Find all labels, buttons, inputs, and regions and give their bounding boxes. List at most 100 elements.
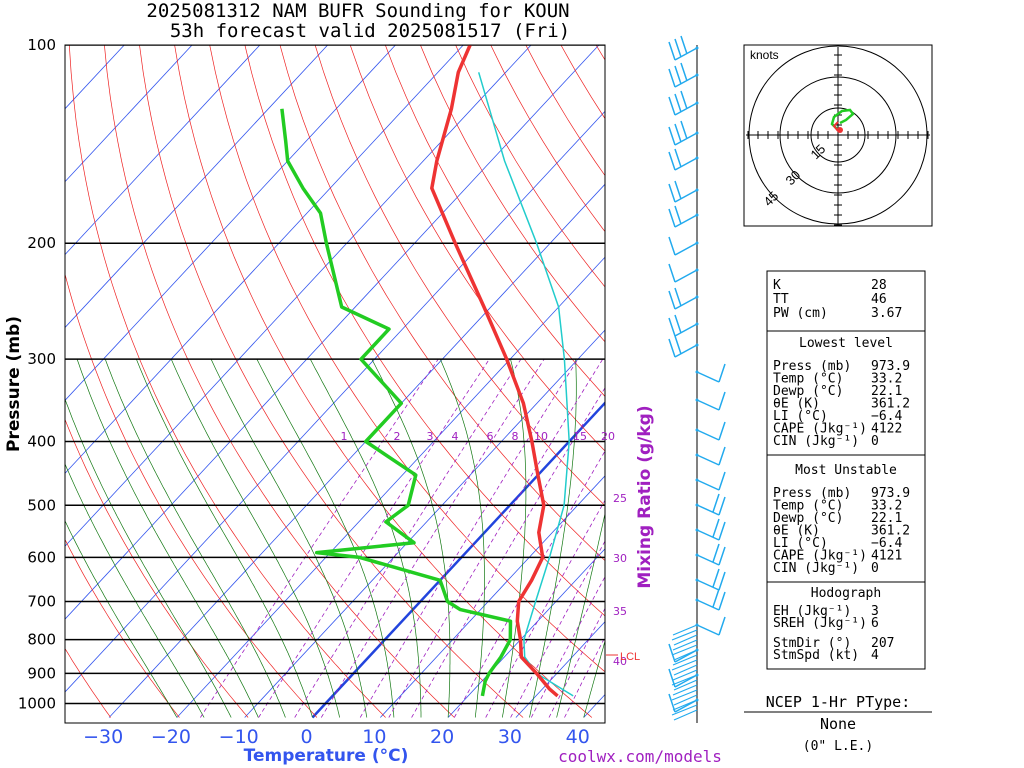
- parcel-path: [477, 72, 574, 697]
- wind-barb-low: [672, 624, 698, 636]
- mixing-ratio-line: [200, 358, 439, 718]
- moist-adiabat: [371, 359, 451, 718]
- unstable-label: Press (mb): [773, 486, 851, 501]
- dry-adiabat: [384, 45, 605, 397]
- wind-barb-low: [673, 649, 698, 661]
- moist-adiabat: [65, 463, 205, 718]
- lowest-value: −6.4: [871, 409, 902, 424]
- dry-adiabat: [68, 45, 386, 718]
- temperature-profile: [430, 45, 559, 698]
- isotherm: [244, 329, 605, 718]
- unstable-value: 22.1: [871, 511, 902, 526]
- barb-staff: [696, 599, 720, 611]
- barb-staff: [674, 102, 698, 116]
- wind-barb: [668, 148, 699, 171]
- pressure-tick-label: 400: [27, 432, 56, 450]
- wind-barb: [668, 205, 699, 228]
- barb-flag: [718, 616, 726, 636]
- barb-flag: [674, 205, 682, 225]
- barb-staff: [674, 242, 698, 256]
- wind-barb: [668, 62, 699, 88]
- barb-staff: [696, 399, 720, 411]
- wind-barb: [668, 236, 699, 256]
- wind-barb-low: [673, 664, 698, 676]
- wind-barb: [668, 180, 699, 203]
- unstable-label: θE (K): [773, 524, 820, 539]
- mixing-ratio-label: 10: [534, 430, 548, 443]
- mixing-ratio-line: [411, 387, 605, 718]
- mixing-ratio-label: 20: [601, 430, 615, 443]
- profiles: [280, 45, 574, 698]
- mixing-ratio-label: 40: [613, 655, 627, 668]
- lowest-label: LI (°C): [773, 409, 828, 424]
- barb-flag: [668, 41, 676, 61]
- temperature-tick-label: 40: [566, 726, 590, 748]
- barb-flag: [712, 543, 720, 563]
- barb-flag: [674, 38, 682, 58]
- mixing-ratio-line: [320, 358, 545, 718]
- wind-barb-low: [673, 694, 698, 706]
- dry-adiabat: [65, 538, 180, 718]
- barb-flag: [718, 496, 726, 516]
- barb-flag: [674, 314, 682, 334]
- mixing-ratio-label: 15: [573, 430, 587, 443]
- isotherm: [65, 45, 261, 256]
- isotherm: [65, 45, 193, 183]
- hodo-label: StmDir (°): [773, 636, 851, 651]
- dry-adiabat: [139, 45, 524, 718]
- wind-barb: [695, 446, 726, 466]
- moist-adiabat: [104, 359, 286, 718]
- mixing-ratio-label: 3: [427, 430, 434, 443]
- wind-barb-low: [671, 689, 698, 701]
- dry-adiabat: [455, 45, 605, 288]
- wind-barb-low: [672, 654, 698, 666]
- dry-adiabat: [314, 45, 605, 507]
- barb-flag: [680, 62, 688, 82]
- barb-flag: [668, 68, 676, 88]
- moist-adiabat: [170, 359, 341, 718]
- wind-barb: [668, 35, 699, 61]
- pressure-ticks: 100 200 300 400 500 600 700 800 900 1000: [18, 36, 56, 713]
- mixing-ratio-line: [530, 575, 605, 718]
- wind-barb: [695, 471, 726, 491]
- wind-barb-low: [671, 644, 698, 656]
- unstable-value: 973.9: [871, 486, 910, 501]
- freezing-isotherm: [311, 401, 605, 719]
- isotherm: [380, 475, 605, 718]
- wind-barb-low: [672, 639, 698, 651]
- barb-flag: [668, 338, 676, 358]
- y-axis-label: Pressure (mb): [4, 316, 24, 452]
- wind-barb: [695, 616, 726, 636]
- unstable-label: CIN (Jkg⁻¹): [773, 561, 859, 576]
- barb-flag: [668, 151, 676, 171]
- lowest-label: θE (K): [773, 397, 820, 412]
- unstable-value: 33.2: [871, 499, 902, 514]
- lowest-label: CIN (Jkg⁻¹): [773, 434, 859, 449]
- wind-barb: [695, 421, 726, 441]
- dry-adiabat: [174, 45, 593, 718]
- hodo-label: StmSpd (kt): [773, 648, 859, 663]
- wind-barb: [695, 568, 726, 591]
- index-value: 46: [871, 292, 887, 307]
- moist-adiabat: [556, 512, 605, 718]
- mixing-ratio-labels: 1 2 3 4 6 8 10 15 20 25 30 35 40: [341, 430, 628, 668]
- wind-barb: [668, 287, 699, 310]
- credit-text: coolwx.com/models: [558, 747, 722, 766]
- barb-staff: [696, 579, 720, 591]
- mixing-ratio-line: [294, 358, 522, 718]
- wind-barb: [668, 335, 699, 358]
- mixing-ratio-line: [453, 450, 605, 718]
- lowest-heading: Lowest level: [799, 336, 893, 351]
- index-label: K: [773, 278, 781, 293]
- ptype-accum: (0" L.E.): [803, 739, 873, 754]
- unstable-value: −6.4: [871, 536, 902, 551]
- unstable-value: 4121: [871, 549, 902, 564]
- lcl-label: LCL: [620, 651, 640, 663]
- isotherm: [447, 548, 605, 718]
- dry-adiabat: [104, 45, 455, 718]
- mixing-ratio-line: [510, 540, 605, 718]
- barb-flag: [674, 287, 682, 307]
- barb-flag: [718, 591, 726, 611]
- hodo-value: 207: [871, 636, 894, 651]
- moist-adiabat: [256, 359, 395, 718]
